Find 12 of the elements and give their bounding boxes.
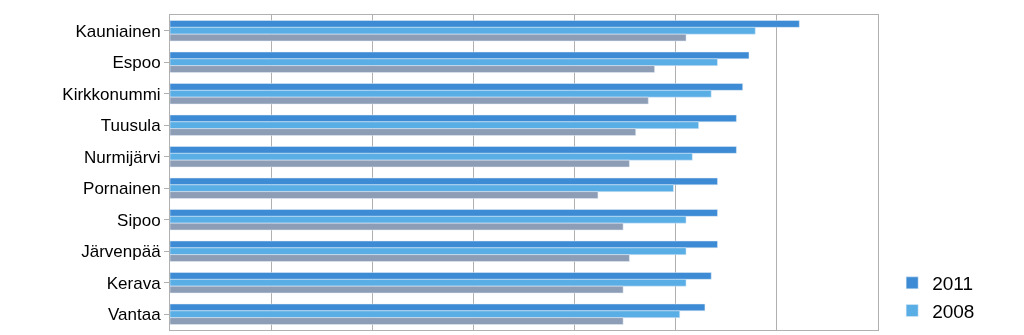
y-tick-label: Kerava	[106, 273, 162, 293]
y-tick-label: Pornainen	[83, 179, 161, 199]
y-tick-label: Nurmijärvi	[84, 147, 161, 167]
legend-label: 2008	[932, 300, 975, 322]
y-tick-label: Kirkkonummi	[62, 84, 161, 104]
y-tick-label: Tuusula	[100, 116, 162, 136]
y-tick-label: Vantaa	[107, 305, 162, 325]
y-tick-label: Espoo	[112, 53, 161, 73]
y-tick-label: Kauniainen	[75, 21, 161, 41]
y-tick-label: Järvenpää	[81, 242, 162, 262]
y-tick-label: Sipoo	[117, 210, 161, 230]
legend-label: 2011	[932, 273, 974, 295]
